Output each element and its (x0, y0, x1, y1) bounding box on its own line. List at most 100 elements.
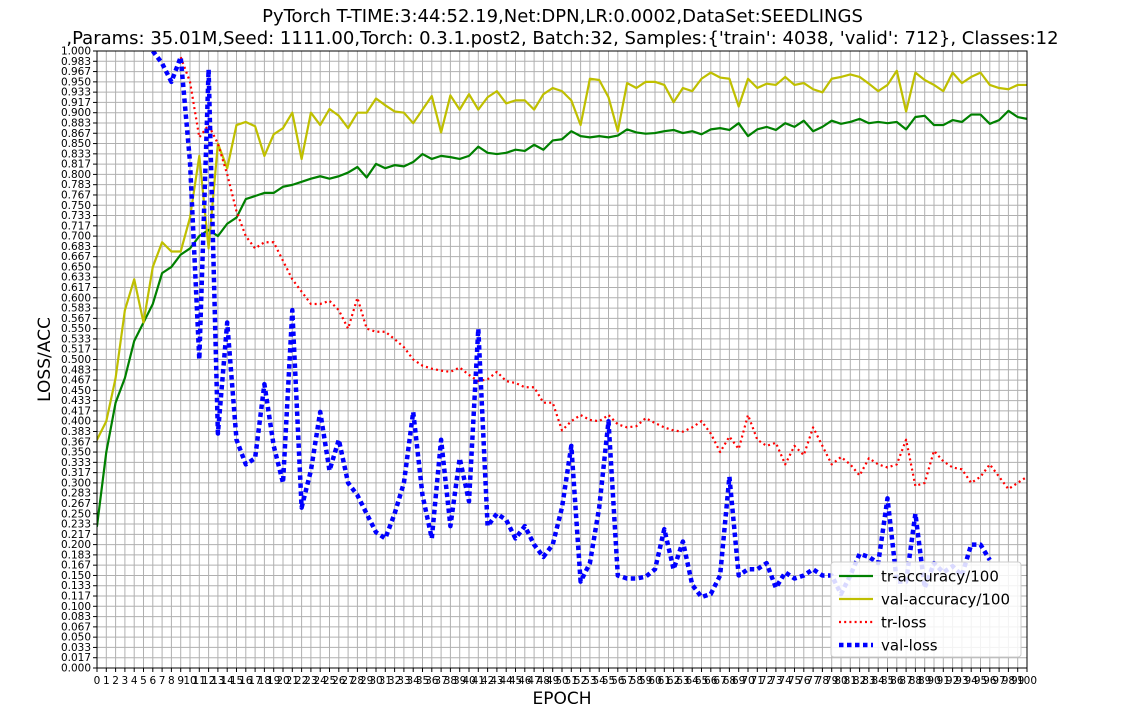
x-tick-label: 26 (332, 675, 346, 687)
y-tick-label: 0.400 (61, 416, 91, 428)
y-tick-label: 0.617 (61, 282, 91, 294)
chart-grid (96, 50, 1028, 669)
y-tick-label: 0.533 (61, 333, 91, 345)
y-tick-label: 0.467 (61, 375, 91, 387)
legend-box (830, 561, 1022, 658)
y-tick-label: 0.783 (61, 179, 91, 191)
x-tick-label: 9 (177, 675, 184, 687)
y-tick-label: 0.100 (61, 601, 91, 613)
series-line-tr-accuracy-100 (97, 109, 1027, 528)
x-tick-label: 93 (955, 675, 968, 687)
x-tick-label: 32 (388, 675, 401, 687)
x-tick-label: 8 (168, 675, 175, 687)
y-tick-label: 0.133 (61, 580, 91, 592)
x-tick-label: 49 (546, 675, 559, 687)
y-tick-label: 0.733 (61, 210, 91, 222)
y-tick-label: 0.150 (61, 570, 91, 582)
y-tick-label: 0.050 (61, 632, 91, 644)
x-tick-label: 6 (149, 675, 156, 687)
x-tick-label: 40 (462, 675, 475, 687)
x-tick-label: 3 (122, 675, 129, 687)
x-tick-label: 53 (583, 675, 596, 687)
series-line-tr-loss (179, 56, 1027, 491)
x-tick-label: 82 (853, 675, 866, 687)
y-tick-label: 0.317 (61, 467, 91, 479)
y-tick-label: 0.117 (61, 591, 91, 603)
x-tick-label: 47 (527, 675, 540, 687)
y-tick-label: 0.950 (61, 76, 91, 88)
x-tick-label: 69 (732, 675, 745, 687)
legend-label: tr-accuracy/100 (881, 568, 999, 586)
x-tick-label: 16 (239, 675, 253, 687)
x-tick-label: 98 (1002, 675, 1015, 687)
y-tick-label: 0.983 (61, 56, 91, 68)
x-tick-label: 43 (490, 675, 503, 687)
x-tick-label: 90 (927, 675, 940, 687)
x-tick-label: 95 (974, 675, 987, 687)
x-tick-label: 41 (472, 675, 485, 687)
x-tick-label: 58 (630, 675, 643, 687)
y-tick-label: 0.183 (61, 549, 91, 561)
x-tick-label: 64 (686, 675, 700, 687)
x-tick-label: 12 (202, 675, 215, 687)
y-tick-label: 0.867 (61, 128, 91, 140)
x-tick-label: 48 (537, 675, 550, 687)
x-tick-label: 67 (713, 675, 726, 687)
x-tick-label: 19 (267, 675, 280, 687)
x-tick-label: 44 (500, 675, 514, 687)
y-axis-label: LOSS/ACC (35, 317, 55, 402)
x-tick-label: 79 (825, 675, 838, 687)
y-tick-label: 0.750 (61, 200, 91, 212)
y-tick-label: 0.483 (61, 364, 91, 376)
y-tick-label: 0.167 (61, 560, 91, 572)
x-tick-label: 38 (444, 675, 457, 687)
x-tick-label: 80 (834, 675, 847, 687)
x-tick-label: 55 (602, 675, 615, 687)
y-tick-label: 0.350 (61, 447, 91, 459)
y-tick-label: 0.283 (61, 488, 91, 500)
y-tick-label: 0.333 (61, 457, 91, 469)
y-tick-label: 0.017 (61, 652, 91, 664)
x-tick-label: 83 (862, 675, 875, 687)
y-tick-label: 1.000 (61, 46, 91, 58)
x-tick-label: 28 (351, 675, 364, 687)
x-tick-label: 74 (779, 675, 793, 687)
y-tick-label: 0.600 (61, 292, 91, 304)
x-tick-label: 18 (258, 675, 271, 687)
x-tick-label: 31 (379, 675, 392, 687)
y-tick-label: 0.800 (61, 169, 91, 181)
legend-label: val-accuracy/100 (881, 591, 1010, 609)
x-tick-label: 27 (341, 675, 354, 687)
legend-label: val-loss (881, 637, 938, 655)
x-tick-label: 72 (760, 675, 773, 687)
y-tick-label: 0.417 (61, 405, 91, 417)
y-tick-label: 0.567 (61, 313, 91, 325)
x-tick-label: 84 (872, 675, 886, 687)
x-tick-label: 46 (518, 675, 532, 687)
x-tick-label: 78 (816, 675, 829, 687)
x-tick-label: 30 (369, 675, 382, 687)
y-tick-label: 0.450 (61, 385, 91, 397)
x-tick-label: 87 (899, 675, 912, 687)
x-tick-label: 21 (286, 675, 299, 687)
series-line-val-loss (151, 51, 992, 600)
y-tick-label: 0.200 (61, 539, 91, 551)
x-tick-label: 37 (434, 675, 447, 687)
y-tick-label: 0.717 (61, 220, 91, 232)
y-tick-label: 0.833 (61, 148, 91, 160)
y-tick-label: 0.850 (61, 138, 91, 150)
x-tick-label: 66 (704, 675, 718, 687)
x-tick-label: 60 (648, 675, 661, 687)
x-tick-label: 52 (574, 675, 587, 687)
x-tick-label: 39 (453, 675, 466, 687)
x-tick-label: 25 (323, 675, 336, 687)
y-tick-label: 0.517 (61, 344, 91, 356)
x-tick-label: 33 (397, 675, 410, 687)
x-tick-label: 2 (112, 675, 119, 687)
x-tick-label: 7 (159, 675, 166, 687)
y-tick-label: 0.917 (61, 97, 91, 109)
legend: tr-accuracy/100 val-accuracy/100 tr-loss va… (830, 561, 1022, 658)
y-tick-label: 0.000 (61, 663, 91, 675)
x-tick-label: 0 (94, 675, 101, 687)
x-tick-label: 71 (751, 675, 764, 687)
